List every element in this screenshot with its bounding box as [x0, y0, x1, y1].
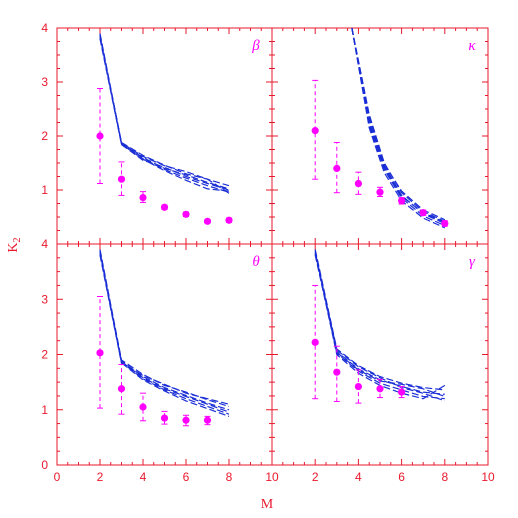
data-point [311, 338, 319, 346]
y-tick-label: 4 [41, 237, 48, 251]
model-curve [99, 254, 230, 417]
data-point [117, 175, 126, 183]
x-tick-label: 8 [226, 470, 233, 484]
panel-labels: β κ θ γ [251, 38, 476, 270]
y-axis-title: K2 [6, 237, 23, 252]
model-curve [99, 252, 230, 405]
panel-model-curves [99, 33, 230, 194]
x-tick-label: 10 [265, 470, 279, 484]
data-point [354, 382, 362, 391]
panel-frame [56, 27, 273, 245]
y-tick-label: 2 [41, 129, 48, 143]
y-axis-title-subscript: 2 [12, 237, 23, 242]
panel-model-curves [351, 28, 446, 229]
panel-frame [271, 27, 489, 245]
data-point [333, 368, 341, 376]
data-point [182, 416, 190, 424]
model-curve [314, 252, 446, 402]
data-point [398, 388, 406, 396]
x-tick-label: 10 [481, 470, 495, 484]
data-point [376, 188, 384, 196]
axis-ticks [56, 27, 489, 466]
data-point [182, 210, 190, 218]
x-axis-title: M [261, 497, 274, 512]
model-curve [351, 28, 446, 229]
panel-label-top-right: κ [468, 38, 476, 54]
y-tick-label: 2 [41, 348, 48, 362]
data-point [160, 203, 169, 211]
panel-model-curves [99, 249, 230, 417]
y-tick-label: 3 [41, 292, 48, 306]
model-curve [314, 249, 445, 391]
panel-label-bottom-left: θ [252, 254, 260, 270]
data-point [96, 349, 104, 357]
y-tick-label: 1 [41, 403, 48, 417]
y-tick-label: 4 [41, 21, 48, 35]
x-tick-label: 8 [441, 470, 448, 484]
x-tick-label: 4 [140, 470, 147, 484]
data-point [96, 132, 104, 140]
data-point [203, 217, 212, 225]
data-points [96, 79, 449, 427]
model-curve [351, 28, 446, 221]
data-point [311, 127, 319, 135]
data-point [398, 197, 406, 205]
x-tick-label: 2 [312, 470, 319, 484]
panel-label-bottom-right: γ [469, 254, 476, 270]
x-tick-label: 6 [398, 470, 405, 484]
data-point [376, 385, 384, 393]
model-curve [351, 28, 446, 223]
data-point [117, 385, 126, 393]
x-tick-label: 0 [54, 470, 61, 484]
panel-model-curves [314, 249, 446, 402]
model-curve [99, 34, 230, 187]
panel-label-top-left: β [251, 38, 260, 54]
model-curve [99, 37, 230, 194]
data-point [160, 414, 169, 422]
x-tick-label: 6 [183, 470, 190, 484]
y-tick-label: 1 [41, 183, 48, 197]
model-curve [99, 249, 230, 407]
data-point [139, 403, 147, 411]
model-curve [99, 38, 230, 192]
model-curve [314, 254, 446, 398]
data-point [441, 219, 449, 228]
data-point [225, 216, 233, 224]
x-tick-label: 2 [97, 470, 104, 484]
data-point [203, 416, 212, 424]
model-curve [99, 253, 230, 413]
x-tick-label: 4 [355, 470, 362, 484]
y-axis-title-main: K [6, 242, 21, 252]
data-point [419, 209, 427, 217]
data-point [354, 179, 362, 188]
panel-frame [56, 243, 273, 466]
model-curve [99, 36, 230, 191]
model-curve [351, 28, 446, 225]
data-point [139, 193, 147, 202]
y-tick-label: 3 [41, 75, 48, 89]
y-tick-label: 0 [41, 458, 48, 472]
panel-frame [271, 243, 489, 466]
data-point [333, 164, 341, 172]
